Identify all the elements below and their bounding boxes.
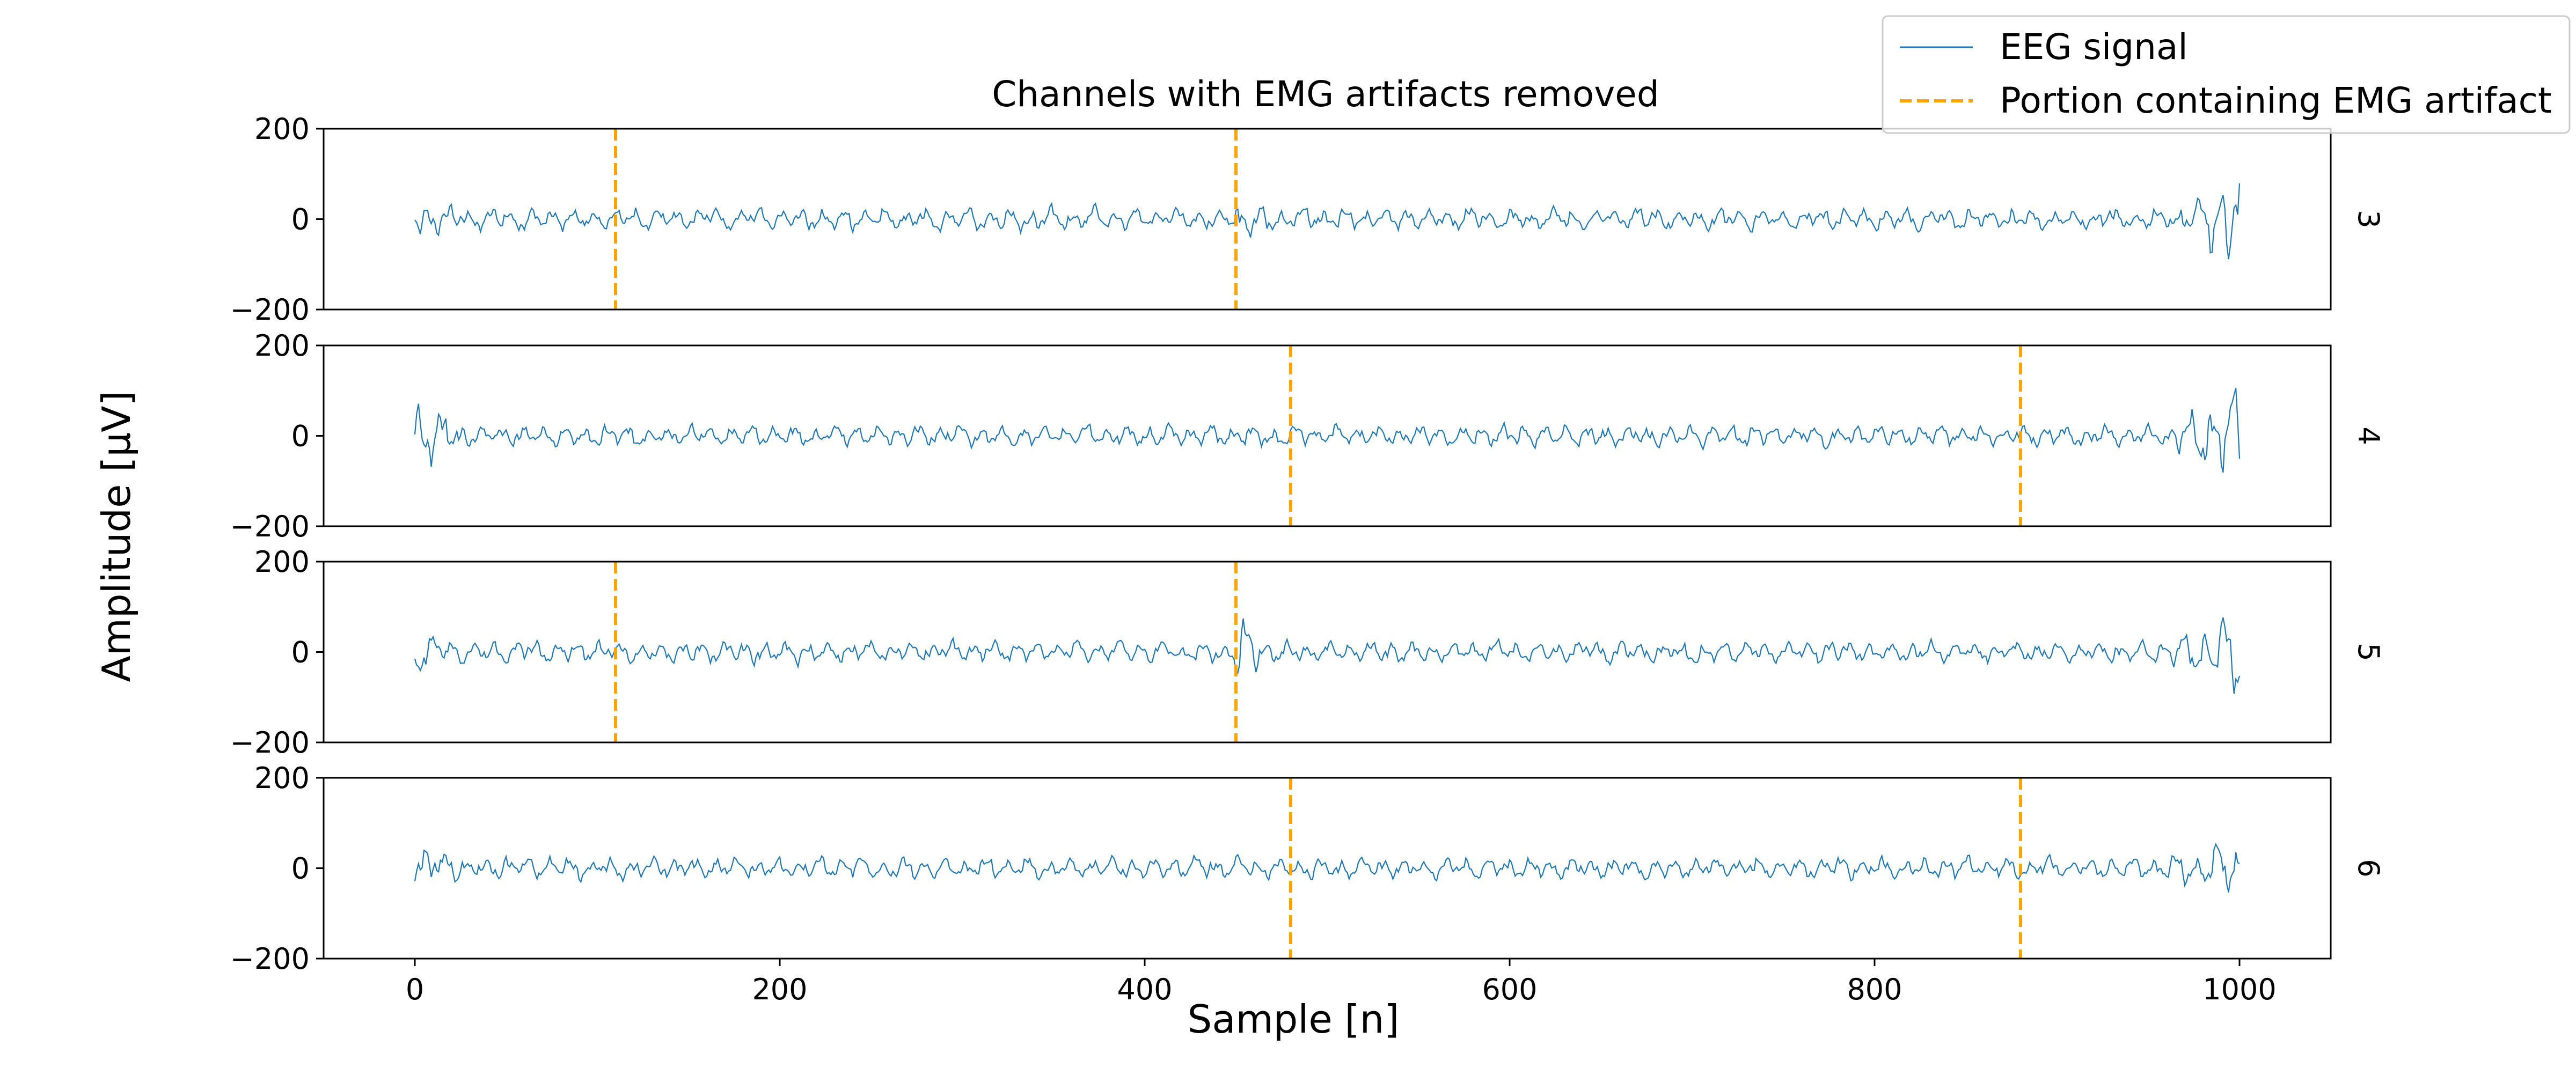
panel-frame [323,561,2332,743]
y-tick-label: 0 [291,203,310,237]
legend-frame [1882,15,2571,134]
eeg-signal-line-channel-3 [414,183,2241,260]
channel-label: 5 [2352,643,2385,661]
y-axis-label: Amplitude [μV] [94,391,139,682]
y-tick-label: 200 [254,545,310,579]
eeg-signal-line-channel-6 [414,843,2240,893]
panels: −200 0 200 3 −200 0 200 4 −200 0 200 5 −200 0 200 6 0 200… [230,112,2385,1006]
panel-channel-3: −200 0 200 3 [230,112,2385,327]
channel-label: 4 [2352,426,2385,445]
x-tick-label: 400 [1117,973,1172,1006]
channel-label: 3 [2352,210,2385,228]
x-tick-label: 0 [406,973,424,1006]
y-tick-label: −200 [230,726,310,760]
y-tick-label: 0 [291,419,310,453]
x-tick-label: 1000 [2202,973,2276,1006]
y-tick-label: −200 [230,293,310,327]
y-tick-label: 200 [254,761,310,795]
channel-label: 6 [2352,859,2385,877]
panel-channel-6: −200 0 200 6 0 200 400 600 800 1000 [230,761,2385,1006]
y-tick-label: −200 [230,510,310,543]
y-tick-label: 200 [254,112,310,146]
legend-label-eeg-signal: EEG signal [2000,26,2188,68]
panel-channel-4: −200 0 200 4 [230,329,2385,543]
x-tick-label: 800 [1847,973,1902,1006]
eeg-signal-line-channel-4 [414,388,2241,473]
legend-label-emg-artifact: Portion containing EMG artifact [2000,80,2552,121]
x-tick-label: 200 [752,973,807,1006]
chart-title: Channels with EMG artifacts removed [992,73,1659,115]
x-axis-label: Sample [n] [1188,997,1400,1042]
y-tick-label: −200 [230,942,310,976]
eeg-signal-line-channel-5 [414,617,2241,694]
x-tick-label: 600 [1482,973,1537,1006]
y-tick-label: 0 [291,636,310,669]
y-tick-label: 200 [254,329,310,363]
legend: EEG signal Portion containing EMG artifa… [1882,15,2571,134]
y-tick-label: 0 [291,852,310,886]
panel-channel-5: −200 0 200 5 [230,545,2385,760]
